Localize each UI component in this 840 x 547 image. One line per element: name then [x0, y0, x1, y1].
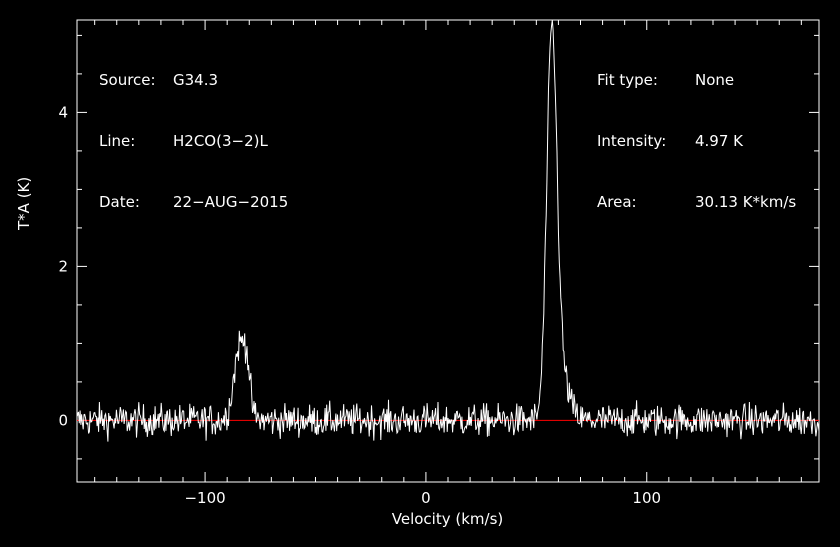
area-value: 30.13 K*km/s: [695, 193, 797, 211]
y-axis-label-text: T*A (K): [15, 176, 33, 230]
date-label: Date:: [99, 193, 140, 211]
source-label: Source:: [99, 71, 156, 89]
y-tick-label: 2: [58, 257, 68, 275]
x-axis-label: Velocity (km/s): [391, 510, 504, 528]
line-value: H2CO(3−2)L: [173, 132, 268, 150]
area-label: Area:: [597, 193, 637, 211]
y-tick-label: 0: [58, 411, 68, 429]
info-panel-left: Source: G34.3 Line: H2CO(3−2)L Date: 22−AUG…: [99, 35, 288, 236]
info-panel-right: Fit type: None Intensity: 4.97 K Area: 30.1…: [597, 35, 796, 236]
spectrum-series-line: [76, 20, 820, 442]
y-tick-label: 4: [58, 103, 68, 121]
source-value: G34.3: [173, 71, 219, 89]
fit-type-label: Fit type:: [597, 71, 658, 89]
x-tick-label: 0: [421, 489, 431, 507]
x-tick-label: 100: [632, 489, 661, 507]
y-axis-label: T*A (K): [15, 177, 33, 230]
intensity-label: Intensity:: [597, 132, 667, 150]
fit-type-value: None: [695, 71, 735, 89]
x-tick-label: −100: [184, 489, 225, 507]
date-value: 22−AUG−2015: [173, 193, 289, 211]
intensity-value: 4.97 K: [695, 132, 744, 150]
line-label: Line:: [99, 132, 136, 150]
